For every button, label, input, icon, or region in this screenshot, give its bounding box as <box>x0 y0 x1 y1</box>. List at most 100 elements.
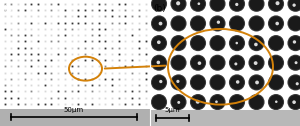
Ellipse shape <box>287 94 300 110</box>
Ellipse shape <box>197 2 200 5</box>
Ellipse shape <box>248 15 265 32</box>
Ellipse shape <box>268 15 284 32</box>
Ellipse shape <box>230 36 244 50</box>
Ellipse shape <box>211 0 224 11</box>
Ellipse shape <box>209 35 226 51</box>
Ellipse shape <box>236 80 239 84</box>
Ellipse shape <box>269 95 283 109</box>
Ellipse shape <box>190 35 206 51</box>
Ellipse shape <box>151 35 167 51</box>
Ellipse shape <box>172 95 185 109</box>
Ellipse shape <box>287 35 300 51</box>
Ellipse shape <box>159 80 162 83</box>
Ellipse shape <box>230 75 244 89</box>
Ellipse shape <box>191 0 205 11</box>
Ellipse shape <box>287 15 300 32</box>
Ellipse shape <box>170 35 187 51</box>
Ellipse shape <box>248 35 265 51</box>
Ellipse shape <box>296 82 299 85</box>
Ellipse shape <box>172 16 185 30</box>
Ellipse shape <box>157 40 160 44</box>
Ellipse shape <box>254 61 257 65</box>
Ellipse shape <box>229 15 245 32</box>
Ellipse shape <box>159 22 162 25</box>
Ellipse shape <box>211 75 224 89</box>
Ellipse shape <box>152 36 166 50</box>
Ellipse shape <box>292 4 296 7</box>
Ellipse shape <box>151 55 167 71</box>
Ellipse shape <box>269 0 283 11</box>
Ellipse shape <box>250 75 263 89</box>
Ellipse shape <box>170 15 187 32</box>
Ellipse shape <box>152 16 166 30</box>
Ellipse shape <box>250 95 263 109</box>
Ellipse shape <box>190 15 206 32</box>
Ellipse shape <box>248 0 265 12</box>
Ellipse shape <box>172 75 185 89</box>
Ellipse shape <box>289 56 300 70</box>
Ellipse shape <box>170 0 187 12</box>
Ellipse shape <box>217 21 220 24</box>
Ellipse shape <box>151 94 167 110</box>
Ellipse shape <box>191 95 205 109</box>
Ellipse shape <box>215 100 218 103</box>
Ellipse shape <box>157 61 160 64</box>
Ellipse shape <box>289 16 300 30</box>
Text: (b): (b) <box>153 4 166 13</box>
Ellipse shape <box>235 3 239 6</box>
Ellipse shape <box>268 74 284 90</box>
Ellipse shape <box>289 95 300 109</box>
Ellipse shape <box>229 35 245 51</box>
Ellipse shape <box>152 95 166 109</box>
Ellipse shape <box>275 1 280 5</box>
Ellipse shape <box>289 75 300 89</box>
Ellipse shape <box>234 62 237 65</box>
Ellipse shape <box>151 74 167 90</box>
Ellipse shape <box>236 42 238 44</box>
Ellipse shape <box>209 74 226 90</box>
Ellipse shape <box>255 81 259 84</box>
Ellipse shape <box>152 56 166 70</box>
Ellipse shape <box>191 16 205 30</box>
Ellipse shape <box>151 15 167 32</box>
Ellipse shape <box>209 94 226 110</box>
Ellipse shape <box>209 15 226 32</box>
Ellipse shape <box>268 0 284 12</box>
Ellipse shape <box>211 36 224 50</box>
Ellipse shape <box>230 16 244 30</box>
Ellipse shape <box>191 36 205 50</box>
Ellipse shape <box>287 55 300 71</box>
Ellipse shape <box>172 0 185 11</box>
Ellipse shape <box>275 100 278 103</box>
Ellipse shape <box>248 94 265 110</box>
Ellipse shape <box>176 80 179 83</box>
Ellipse shape <box>229 74 245 90</box>
Ellipse shape <box>289 0 300 11</box>
Ellipse shape <box>269 56 283 70</box>
Ellipse shape <box>190 94 206 110</box>
Ellipse shape <box>211 56 224 70</box>
Ellipse shape <box>170 94 187 110</box>
Ellipse shape <box>229 0 245 12</box>
Ellipse shape <box>170 55 187 71</box>
Ellipse shape <box>230 0 244 11</box>
Bar <box>0 109 150 126</box>
Ellipse shape <box>248 74 265 90</box>
Ellipse shape <box>190 0 206 12</box>
Ellipse shape <box>209 55 226 71</box>
Ellipse shape <box>230 56 244 70</box>
Text: 5μm: 5μm <box>165 107 180 113</box>
Ellipse shape <box>287 74 300 90</box>
Ellipse shape <box>172 56 185 70</box>
Ellipse shape <box>250 0 263 11</box>
Text: (a): (a) <box>3 4 16 13</box>
Text: 50μm: 50μm <box>63 107 84 113</box>
Ellipse shape <box>250 16 263 30</box>
Ellipse shape <box>229 55 245 71</box>
Ellipse shape <box>293 40 296 44</box>
Ellipse shape <box>250 56 263 70</box>
Bar <box>150 110 300 126</box>
Ellipse shape <box>250 36 263 50</box>
Ellipse shape <box>190 74 206 90</box>
Ellipse shape <box>170 74 187 90</box>
